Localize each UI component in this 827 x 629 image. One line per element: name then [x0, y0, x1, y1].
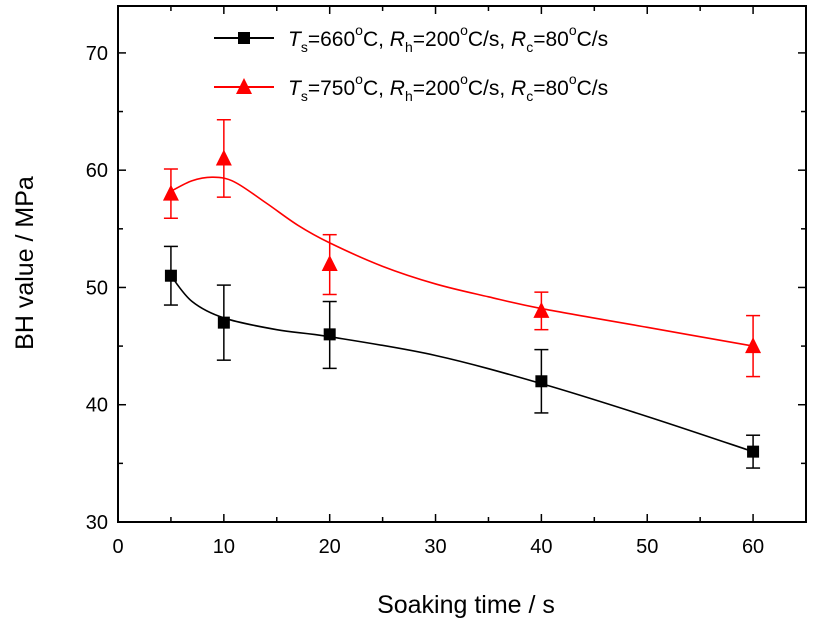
- y-tick-label: 60: [86, 160, 108, 182]
- legend-label-750: Ts=750oC, Rh=200oC/s, Rc=80oC/s: [288, 71, 608, 104]
- data-point-660: [164, 269, 177, 282]
- legend-750-c1: C,: [363, 77, 390, 100]
- data-point-750: [321, 255, 338, 271]
- legend: Ts=660oC, Rh=200oC/s, Rc=80oC/s Ts=750oC…: [214, 22, 608, 104]
- legend-660-t-sub: s: [301, 39, 308, 55]
- data-point-750: [533, 301, 550, 318]
- legend-750-deg2: o: [460, 71, 468, 87]
- series-line-660: [170, 275, 754, 453]
- x-tick-label: 10: [213, 536, 235, 558]
- x-tick-label: 40: [530, 536, 552, 558]
- legend-750-t-sub: s: [301, 88, 308, 104]
- y-tick-label: 40: [86, 395, 108, 417]
- legend-entry-750: Ts=750oC, Rh=200oC/s, Rc=80oC/s: [214, 71, 608, 104]
- legend-750-r2-val: =80: [533, 77, 569, 100]
- legend-660-deg2: o: [460, 22, 468, 38]
- legend-label-660: Ts=660oC, Rh=200oC/s, Rc=80oC/s: [288, 22, 608, 55]
- legend-660-r1: R: [390, 28, 405, 51]
- y-tick-label: 70: [86, 43, 108, 65]
- y-tick-label: 30: [86, 512, 108, 534]
- legend-750-t: T: [288, 77, 303, 100]
- y-axis-title: BH value / MPa: [11, 176, 39, 350]
- legend-square-marker-icon: [238, 32, 250, 44]
- x-axis-title: Soaking time / s: [377, 591, 555, 619]
- legend-660-c1: C,: [363, 28, 390, 51]
- legend-660-deg3: o: [569, 22, 577, 38]
- legend-660-t: T: [288, 28, 303, 51]
- data-point-750: [162, 184, 179, 201]
- error-bars: [163, 119, 761, 469]
- data-point-660: [217, 316, 230, 329]
- legend-750-deg1: o: [355, 71, 363, 87]
- plot-frame: [117, 5, 807, 523]
- legend-750-u1: C/s,: [468, 77, 511, 100]
- data-point-660: [535, 375, 548, 388]
- data-point-750: [745, 337, 762, 354]
- series-line-750: [170, 176, 754, 347]
- data-markers: [162, 149, 762, 458]
- legend-750-r1-val: =200: [413, 77, 460, 100]
- x-tick-label: 20: [319, 536, 341, 558]
- legend-entry-660: Ts=660oC, Rh=200oC/s, Rc=80oC/s: [214, 22, 608, 55]
- legend-660-deg1: o: [355, 22, 363, 38]
- legend-750-r2: R: [511, 77, 526, 100]
- legend-750-r2-sub: c: [526, 88, 533, 104]
- data-point-750: [215, 149, 232, 166]
- legend-660-t-val: =660: [308, 28, 355, 51]
- legend-660-r1-val: =200: [413, 28, 460, 51]
- x-tick-label: 0: [112, 536, 123, 558]
- legend-660-u1: C/s,: [468, 28, 511, 51]
- legend-triangle-marker-icon: [236, 78, 252, 94]
- legend-750-r1: R: [390, 77, 405, 100]
- legend-660-r2-sub: c: [526, 39, 533, 55]
- x-tick-label: 30: [424, 536, 446, 558]
- data-point-660: [747, 445, 760, 458]
- legend-750-t-val: =750: [308, 77, 355, 100]
- x-tick-label: 60: [742, 536, 764, 558]
- legend-660-u2: C/s: [577, 28, 609, 51]
- x-tick-label: 50: [636, 536, 658, 558]
- y-tick-label: 50: [86, 277, 108, 299]
- legend-660-r2-val: =80: [533, 28, 569, 51]
- legend-750-deg3: o: [569, 71, 577, 87]
- legend-750-u2: C/s: [577, 77, 609, 100]
- legend-750-r1-sub: h: [405, 88, 413, 104]
- fit-curves: [170, 176, 754, 453]
- plot-axes: 0 10 20 30 40 50 60 30 40 50 60 70: [86, 5, 807, 558]
- legend-660-r1-sub: h: [405, 39, 413, 55]
- legend-660-r2: R: [511, 28, 526, 51]
- data-point-660: [323, 328, 336, 341]
